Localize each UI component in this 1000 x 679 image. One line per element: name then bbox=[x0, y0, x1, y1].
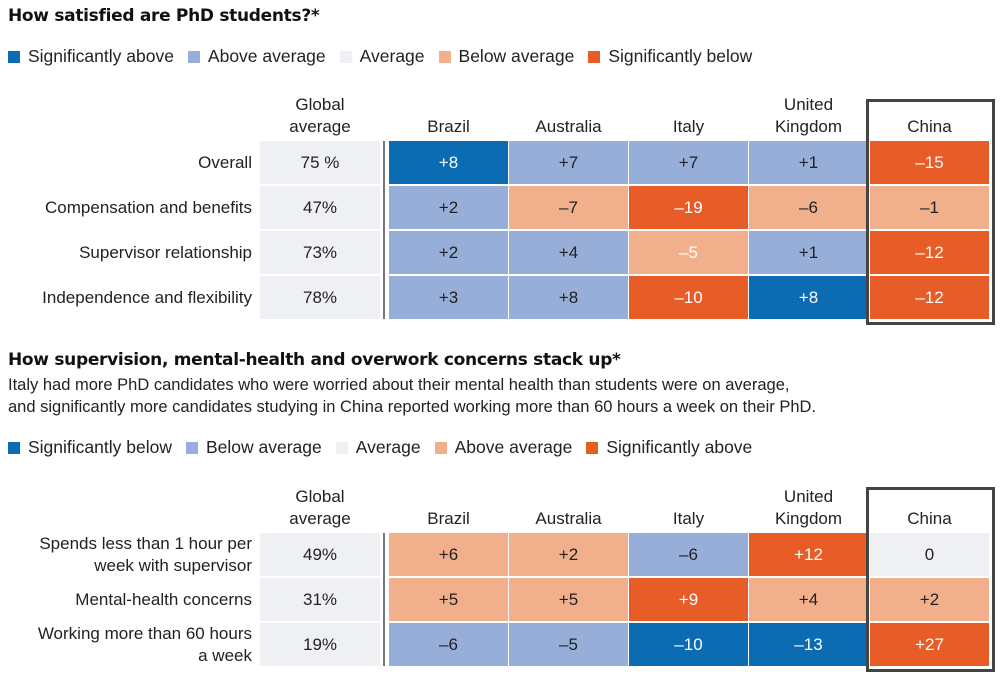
global-average-cell: 47% bbox=[260, 186, 380, 229]
global-divider bbox=[383, 141, 385, 319]
legend-swatch-icon bbox=[187, 50, 200, 63]
heatmap-cell-brazil: +2 bbox=[389, 186, 508, 229]
legend-label: Below average bbox=[458, 46, 575, 66]
legend-label: Average bbox=[359, 46, 425, 66]
heatmap-cell-china: +27 bbox=[870, 623, 989, 666]
global-average-cell: 31% bbox=[260, 578, 380, 621]
heatmap-cell-united-kingdom: +4 bbox=[749, 578, 868, 621]
heatmap-cell-united-kingdom: +12 bbox=[749, 533, 868, 576]
global-divider bbox=[383, 533, 385, 666]
legend-item-above-average: Above average bbox=[187, 46, 326, 67]
column-header-brazil: Brazil bbox=[427, 509, 470, 528]
global-average-cell: 75 % bbox=[260, 141, 380, 184]
legend-swatch-icon bbox=[339, 50, 352, 63]
legend-label: Significantly below bbox=[28, 437, 172, 457]
heatmap-cell-italy: –10 bbox=[629, 623, 748, 666]
heatmap-cell-china: 0 bbox=[870, 533, 989, 576]
heatmap-cell-italy: +7 bbox=[629, 141, 748, 184]
legend-label: Below average bbox=[205, 437, 322, 457]
chart2-subtitle-line-2: and significantly more candidates studyi… bbox=[8, 398, 817, 416]
heatmap-cell-australia: +7 bbox=[509, 141, 628, 184]
legend-swatch-icon bbox=[586, 441, 599, 454]
heatmap-cell-brazil: +2 bbox=[389, 231, 508, 274]
row-label-overall: Overall bbox=[198, 152, 252, 172]
heatmap-cell-united-kingdom: +8 bbox=[749, 276, 868, 319]
chart2-title: How supervision, mental-health and overw… bbox=[8, 350, 621, 370]
heatmap-cell-italy: –10 bbox=[629, 276, 748, 319]
row-label-independence-and-flexibility: Independence and flexibility bbox=[42, 287, 252, 307]
heatmap-cell-china: –12 bbox=[870, 231, 989, 274]
legend-item-significantly-above: Significantly above bbox=[8, 46, 174, 67]
column-header-united-kingdom: United Kingdom bbox=[774, 95, 843, 136]
chart1-legend: Significantly above Above average Average B… bbox=[8, 46, 766, 67]
global-average-cell: 78% bbox=[260, 276, 380, 319]
heatmap-cell-brazil: +5 bbox=[389, 578, 508, 621]
heatmap-cell-china: –12 bbox=[870, 276, 989, 319]
legend-item-significantly-below: Significantly below bbox=[8, 437, 172, 458]
heatmap-cell-australia: –7 bbox=[509, 186, 628, 229]
heatmap-cell-united-kingdom: +1 bbox=[749, 231, 868, 274]
global-average-cell: 73% bbox=[260, 231, 380, 274]
heatmap-cell-brazil: +6 bbox=[389, 533, 508, 576]
legend-item-significantly-above: Significantly above bbox=[586, 437, 752, 458]
heatmap-cell-italy: +9 bbox=[629, 578, 748, 621]
heatmap-cell-united-kingdom: –6 bbox=[749, 186, 868, 229]
global-average-cell: 49% bbox=[260, 533, 380, 576]
heatmap-cell-china: +2 bbox=[870, 578, 989, 621]
legend-label: Significantly below bbox=[608, 46, 753, 66]
column-header-australia: Australia bbox=[535, 117, 602, 136]
column-header-global-average: Global average bbox=[289, 487, 351, 528]
legend-item-average: Average bbox=[339, 46, 425, 67]
chart2-subtitle-line-1: Italy had more PhD candidates who were w… bbox=[8, 376, 790, 394]
legend-label: Above average bbox=[207, 46, 326, 66]
heatmap-cell-australia: +5 bbox=[509, 578, 628, 621]
heatmap-cell-italy: –6 bbox=[629, 533, 748, 576]
chart2-legend: Significantly below Below average Average A… bbox=[8, 437, 766, 458]
legend-item-below-average: Below average bbox=[438, 46, 575, 67]
legend-label: Significantly above bbox=[28, 46, 174, 66]
legend-swatch-icon bbox=[588, 50, 601, 63]
heatmap-cell-united-kingdom: –13 bbox=[749, 623, 868, 666]
legend-item-above-average: Above average bbox=[434, 437, 573, 458]
row-label-compensation-and-benefits: Compensation and benefits bbox=[45, 197, 252, 217]
row-label-working-more-than-60-hours-a-week: Working more than 60 hours a week bbox=[37, 623, 252, 665]
heatmap-cell-brazil: +8 bbox=[389, 141, 508, 184]
column-header-australia: Australia bbox=[535, 509, 602, 528]
legend-item-average: Average bbox=[335, 437, 421, 458]
legend-swatch-icon bbox=[8, 50, 20, 63]
heatmap-cell-australia: –5 bbox=[509, 623, 628, 666]
heatmap-cell-australia: +2 bbox=[509, 533, 628, 576]
heatmap-cell-china: –1 bbox=[870, 186, 989, 229]
column-header-united-kingdom: United Kingdom bbox=[774, 487, 843, 528]
legend-swatch-icon bbox=[438, 50, 451, 63]
legend-swatch-icon bbox=[185, 441, 198, 454]
heatmap-cell-italy: –5 bbox=[629, 231, 748, 274]
column-header-italy: Italy bbox=[672, 509, 705, 528]
heatmap-cell-australia: +8 bbox=[509, 276, 628, 319]
column-header-italy: Italy bbox=[672, 117, 705, 136]
heatmap-cell-italy: –19 bbox=[629, 186, 748, 229]
legend-swatch-icon bbox=[8, 441, 20, 454]
heatmap-cell-united-kingdom: +1 bbox=[749, 141, 868, 184]
heatmap-cell-brazil: –6 bbox=[389, 623, 508, 666]
legend-label: Significantly above bbox=[606, 437, 753, 457]
row-label-supervisor-relationship: Supervisor relationship bbox=[79, 242, 252, 262]
legend-item-significantly-below: Significantly below bbox=[588, 46, 752, 67]
legend-label: Above average bbox=[454, 437, 573, 457]
column-header-brazil: Brazil bbox=[427, 117, 470, 136]
legend-swatch-icon bbox=[434, 441, 447, 454]
global-average-cell: 19% bbox=[260, 623, 380, 666]
column-header-china: China bbox=[907, 509, 952, 528]
row-label-mental-health-concerns: Mental-health concerns bbox=[75, 589, 252, 609]
chart1-title: How satisfied are PhD students?* bbox=[8, 6, 320, 26]
column-header-global-average: Global average bbox=[289, 95, 351, 136]
legend-swatch-icon bbox=[335, 441, 348, 454]
legend-label: Average bbox=[355, 437, 421, 457]
heatmap-cell-australia: +4 bbox=[509, 231, 628, 274]
column-header-china: China bbox=[907, 117, 952, 136]
row-label-spends-less-than-1-hour-per-week-with-supervisor: Spends less than 1 hour per week with su… bbox=[39, 533, 252, 575]
heatmap-cell-china: –15 bbox=[870, 141, 989, 184]
legend-item-below-average: Below average bbox=[185, 437, 322, 458]
heatmap-cell-brazil: +3 bbox=[389, 276, 508, 319]
